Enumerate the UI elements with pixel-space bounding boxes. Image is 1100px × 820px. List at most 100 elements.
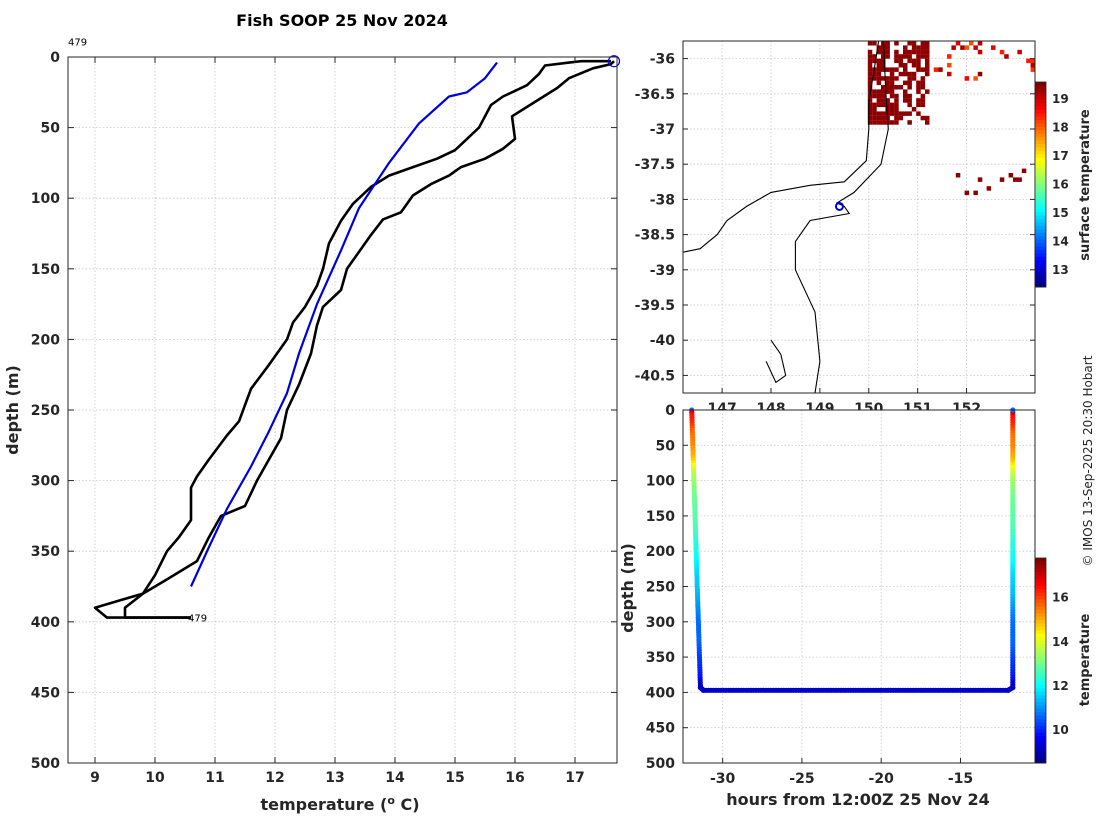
sst-pixel bbox=[925, 49, 930, 55]
profile-panel: 9 10 11 12 13 14 15 16 17 0 50 100 150 200 250 300 350 40… bbox=[3, 11, 621, 814]
profile-x-tick-label: 10 bbox=[145, 770, 165, 786]
map-colorbar-segment bbox=[1035, 259, 1046, 264]
sst-pixel bbox=[964, 190, 970, 196]
map-colorbar-segment bbox=[1035, 143, 1046, 148]
sst-pixel bbox=[951, 45, 956, 50]
sst-pixel bbox=[894, 76, 899, 81]
sst-pixel bbox=[903, 67, 908, 72]
sst-pixel bbox=[867, 63, 873, 68]
sst-pixel bbox=[907, 76, 912, 81]
map-colorbar-segment bbox=[1035, 256, 1046, 261]
map-colorbar-segment bbox=[1035, 99, 1046, 103]
sst-pixel bbox=[911, 63, 917, 68]
sst-pixel bbox=[920, 85, 926, 90]
sst-pixel bbox=[916, 111, 921, 116]
sst-pixel bbox=[872, 41, 877, 46]
sst-pixel bbox=[911, 45, 917, 50]
sst-pixel bbox=[881, 76, 886, 81]
depth-time-colorbar-segment bbox=[1035, 592, 1046, 597]
depth-time-colorbar-frame bbox=[1034, 557, 1047, 764]
profile-y-tick-label: 400 bbox=[31, 615, 60, 631]
depth-time-colorbar-segment bbox=[1035, 687, 1046, 692]
sst-pixel bbox=[872, 111, 877, 116]
profile-x-tick-label: 15 bbox=[445, 770, 464, 786]
sst-pixel bbox=[894, 93, 899, 99]
profile-series-line-3 bbox=[189, 61, 498, 587]
sst-pixel bbox=[876, 49, 882, 55]
map-colorbar-tick-label: 16 bbox=[1052, 178, 1069, 192]
map-colorbar-segment bbox=[1035, 116, 1046, 121]
profile-series-line-2 bbox=[123, 60, 615, 619]
map-colorbar-frame bbox=[1034, 81, 1047, 288]
sst-pixel bbox=[867, 41, 873, 46]
sst-pixel bbox=[872, 58, 877, 64]
profile-ylabel: depth (m) bbox=[3, 365, 22, 455]
sst-pixel bbox=[1013, 177, 1018, 182]
sst-pixel bbox=[920, 67, 926, 72]
sst-pixel bbox=[889, 102, 895, 108]
depth-time-colorbar-segment bbox=[1035, 739, 1046, 743]
sst-pixel bbox=[933, 67, 939, 72]
map-colorbar-segment bbox=[1035, 239, 1046, 244]
sst-pixel bbox=[867, 49, 873, 55]
depth-time-colorbar-segment bbox=[1035, 585, 1046, 590]
map-colorbar-segment bbox=[1035, 177, 1046, 182]
sst-pixel bbox=[925, 115, 930, 121]
profile-y-tick-label: 50 bbox=[41, 121, 61, 137]
ship-position-marker bbox=[834, 201, 844, 211]
shelf-contour bbox=[794, 40, 889, 394]
depth-time-colorbar-tick-label: 16 bbox=[1052, 591, 1069, 605]
sst-pixel bbox=[1030, 67, 1036, 72]
sst-pixel bbox=[872, 76, 877, 81]
sst-pixel bbox=[903, 71, 908, 77]
depth-time-y-tick-label: 500 bbox=[646, 756, 675, 772]
sst-pixel bbox=[916, 49, 921, 55]
sst-pixel bbox=[889, 85, 895, 90]
sst-pixel bbox=[885, 49, 890, 55]
depth-time-colorbar-segment bbox=[1035, 619, 1046, 624]
map-colorbar-segment bbox=[1035, 109, 1046, 114]
sst-pixel bbox=[973, 190, 978, 196]
sst-pixel bbox=[920, 115, 926, 121]
profile-annotation-2: 479 bbox=[188, 614, 207, 625]
depth-time-colorbar-segment bbox=[1035, 626, 1046, 631]
sst-pixel bbox=[876, 120, 882, 125]
sst-pixel bbox=[907, 41, 912, 46]
map-colorbar-segment bbox=[1035, 153, 1046, 158]
profile-x-tick-label: 9 bbox=[90, 770, 100, 786]
depth-time-y-tick-label: 150 bbox=[646, 509, 675, 525]
sst-pixel bbox=[898, 54, 904, 59]
map-colorbar-tick-label: 19 bbox=[1052, 92, 1069, 106]
map-colorbar-tick-label: 18 bbox=[1052, 121, 1069, 135]
profile-x-tick-label: 16 bbox=[505, 770, 524, 786]
sst-pixel bbox=[969, 41, 974, 46]
sst-pixel bbox=[911, 71, 917, 77]
sst-pixel bbox=[876, 45, 882, 50]
sst-pixel bbox=[876, 102, 882, 108]
depth-time-colorbar-segment bbox=[1035, 561, 1046, 566]
sst-pixel bbox=[894, 115, 899, 121]
sst-pixel bbox=[925, 71, 930, 77]
sst-pixel bbox=[876, 76, 882, 81]
sst-pixel bbox=[916, 67, 921, 72]
sst-pixel bbox=[894, 107, 899, 112]
sst-pixel bbox=[907, 111, 912, 116]
depth-time-colorbar-segment bbox=[1035, 725, 1046, 730]
depth-time-colorbar-segment bbox=[1035, 756, 1046, 761]
sst-pixel bbox=[947, 54, 952, 59]
sst-pixel bbox=[925, 45, 930, 50]
sst-pixel bbox=[867, 115, 873, 121]
depth-time-x-tick-label: -20 bbox=[869, 771, 895, 787]
sst-pixel bbox=[1017, 49, 1022, 55]
map-colorbar-segment bbox=[1035, 136, 1046, 141]
map-colorbar-segment bbox=[1035, 82, 1046, 86]
map-colorbar-segment bbox=[1035, 174, 1046, 179]
sst-pixel bbox=[977, 177, 983, 182]
profile-x-tick-label: 12 bbox=[265, 770, 284, 786]
sst-pixel bbox=[889, 111, 895, 116]
sst-pixel bbox=[867, 80, 873, 86]
sst-pixel bbox=[894, 54, 899, 59]
sst-pixel bbox=[881, 111, 886, 116]
depth-time-y-tick-label: 50 bbox=[656, 438, 676, 454]
depth-time-colorbar-segment bbox=[1035, 636, 1046, 641]
